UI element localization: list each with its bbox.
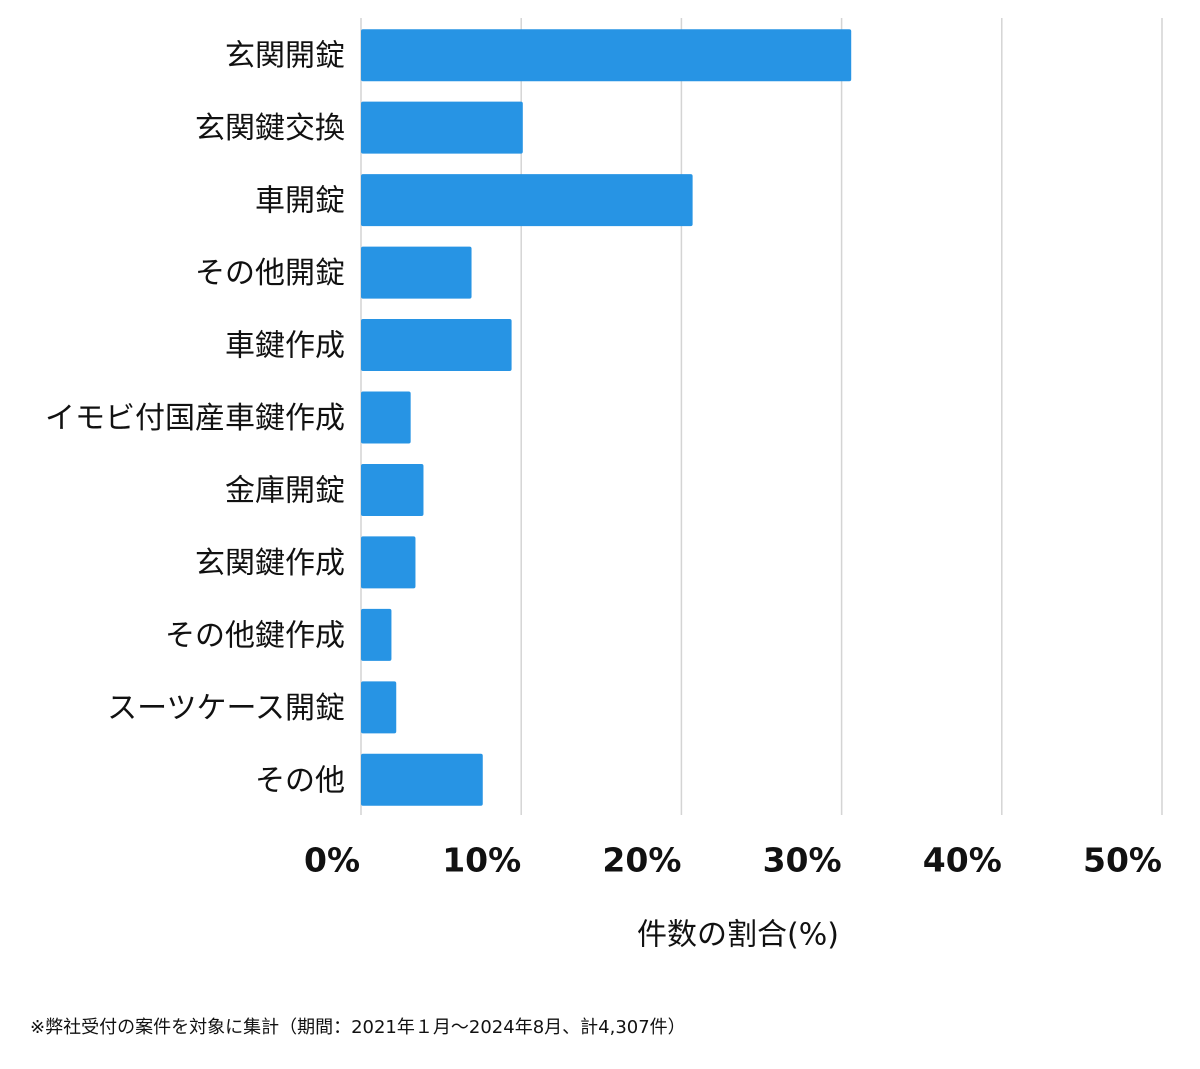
x-tick-label: 40%	[923, 841, 1002, 880]
x-tick-label: 0%	[304, 841, 360, 880]
bar	[361, 174, 693, 227]
y-tick-label: その他鍵作成	[165, 618, 345, 653]
bar	[361, 681, 397, 734]
y-tick-label: 車鍵作成	[225, 329, 345, 364]
y-tick-label: その他開錠	[195, 256, 345, 291]
y-tick-label: 玄関鍵交換	[195, 111, 345, 146]
bar	[361, 319, 512, 372]
bar	[361, 246, 472, 299]
bar	[361, 29, 852, 82]
bar	[361, 463, 424, 516]
y-tick-label: 金庫開錠	[225, 473, 345, 508]
x-tick-label: 50%	[1083, 841, 1162, 880]
bar	[361, 101, 523, 154]
bar	[361, 608, 392, 661]
y-tick-label: 玄関開錠	[225, 39, 345, 74]
y-tick-label: 車開錠	[255, 184, 345, 219]
y-tick-label: イモビ付国産車鍵作成	[45, 401, 345, 436]
bar	[361, 536, 416, 589]
x-tick-label: 30%	[763, 841, 842, 880]
bar	[361, 391, 411, 444]
y-tick-label: スーツケース開錠	[107, 691, 345, 726]
x-tick-label: 20%	[602, 841, 681, 880]
footnote: ※弊社受付の案件を対象に集計（期間：2021年１月〜2024年8月、計4,307…	[30, 1017, 686, 1038]
y-tick-label: 玄関鍵作成	[195, 546, 345, 581]
x-tick-label: 10%	[442, 841, 521, 880]
bar	[361, 753, 483, 806]
x-axis-title: 件数の割合(%)	[637, 918, 839, 953]
y-tick-label: その他	[255, 763, 345, 798]
